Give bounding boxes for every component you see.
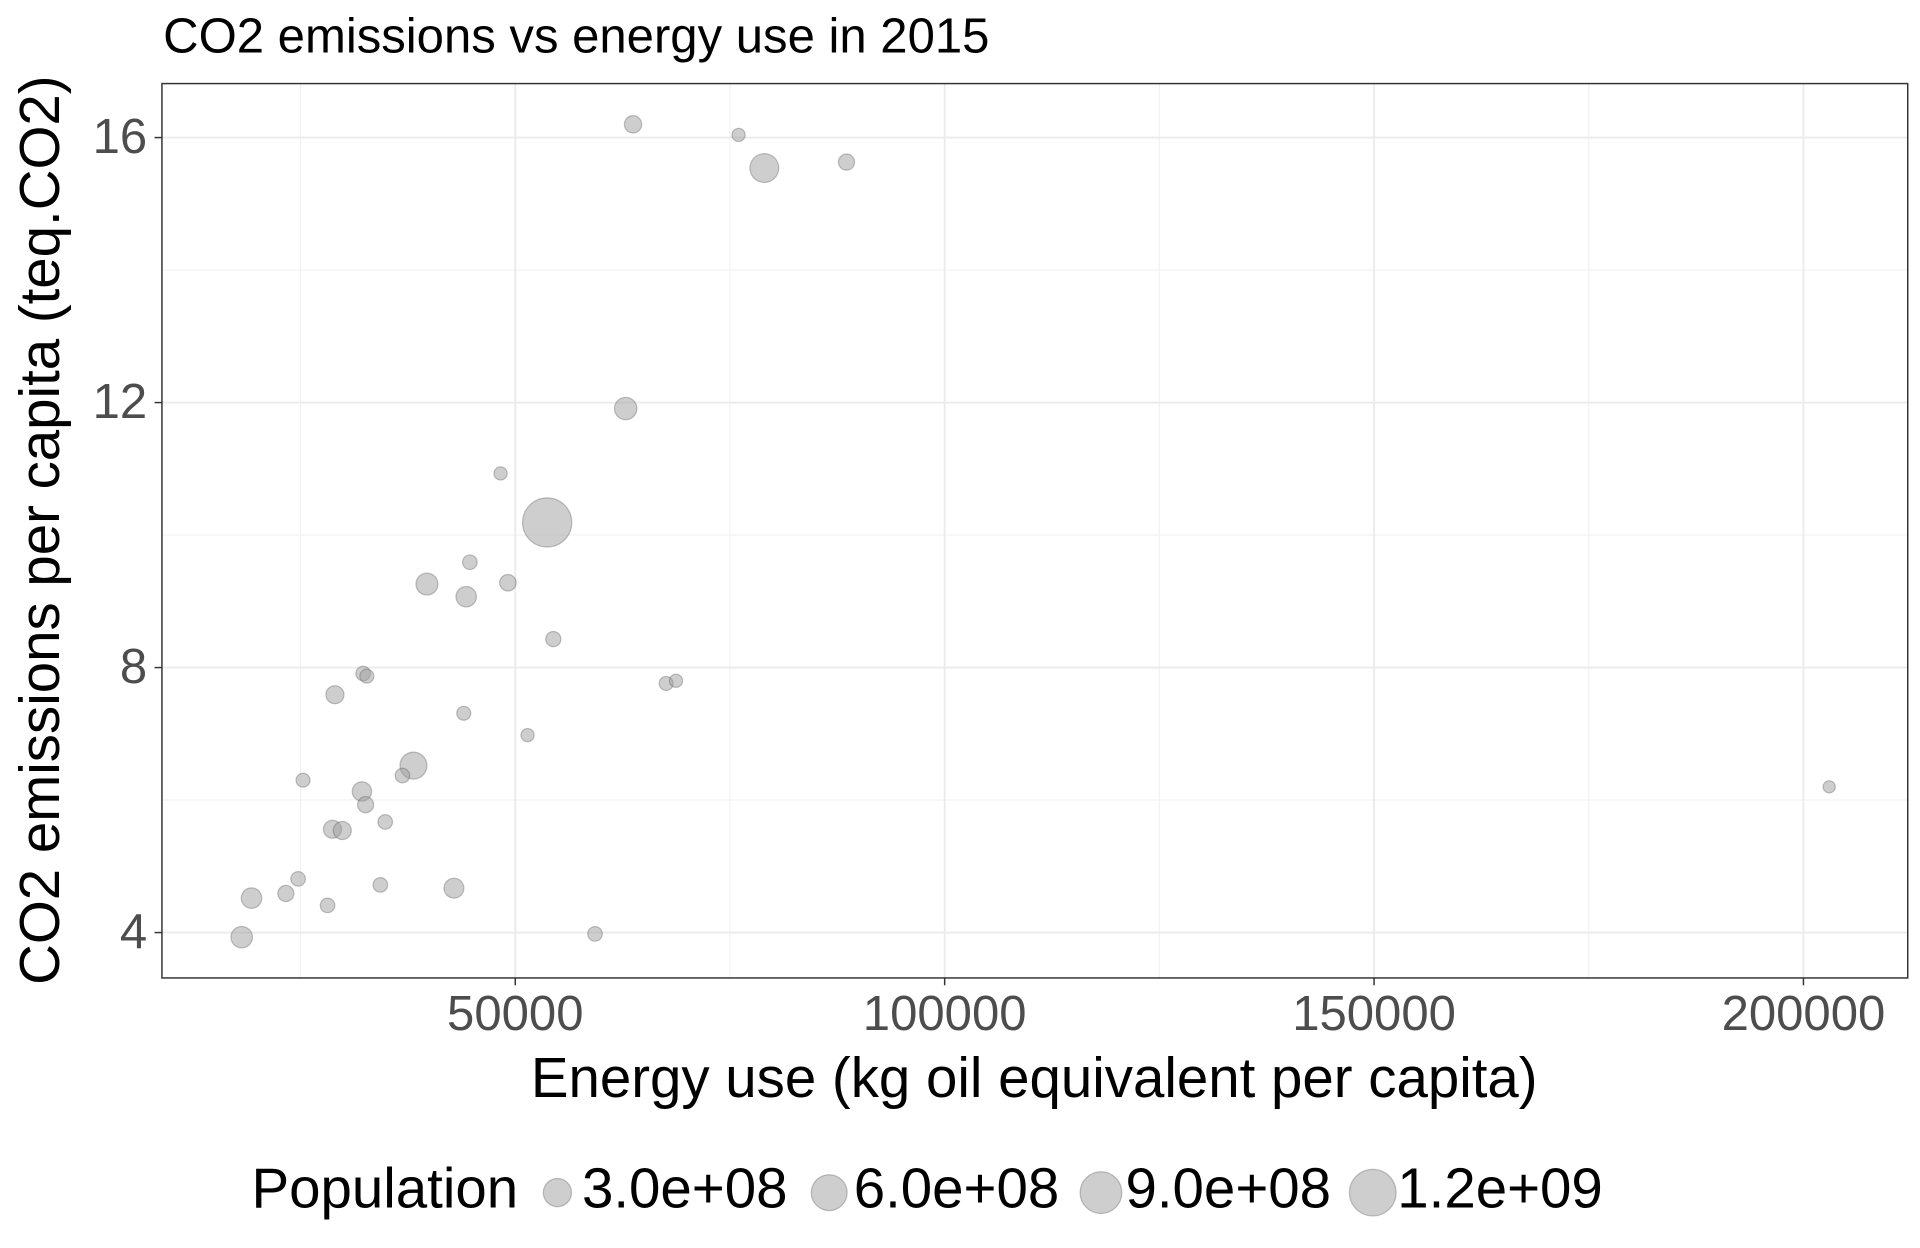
legend-label: 1.2e+09 [1397, 1157, 1603, 1220]
x-tick-label: 200000 [1722, 987, 1886, 1041]
point [356, 796, 375, 814]
point [623, 115, 643, 134]
point [319, 897, 336, 914]
legend-label: 3.0e+08 [582, 1157, 788, 1220]
point [837, 153, 856, 171]
point [456, 705, 472, 721]
point [520, 727, 535, 743]
x-tick-label: 100000 [863, 987, 1027, 1041]
point [325, 685, 345, 705]
y-tick-label: 16 [93, 110, 148, 164]
x-tick-label: 50000 [447, 987, 583, 1041]
point [277, 884, 295, 903]
point [521, 497, 573, 548]
panel-border [161, 82, 1909, 979]
point [230, 925, 254, 949]
x-axis-label: Energy use (kg oil equivalent per capita… [531, 1046, 1538, 1109]
legend-key [542, 1177, 573, 1208]
point [668, 673, 684, 689]
point [613, 396, 638, 421]
legend-title: Population [252, 1157, 519, 1220]
legend: Population 3.0e+08 6.0e+08 9.0e+08 1.2e+09 [252, 1157, 1603, 1220]
axes: 50000 100000 150000 200000 4 8 12 16 [93, 110, 1886, 1041]
point [240, 887, 263, 909]
legend-key [1348, 1168, 1397, 1217]
point [332, 820, 352, 841]
point [545, 630, 562, 648]
points [230, 115, 1836, 949]
legend-key [1079, 1171, 1123, 1215]
legend-label: 6.0e+08 [854, 1157, 1060, 1220]
point [493, 466, 508, 481]
point [455, 585, 478, 608]
point [290, 871, 307, 887]
chart-title: CO2 emissions vs energy use in 2015 [163, 9, 989, 63]
legend-label: 9.0e+08 [1126, 1157, 1332, 1220]
legend-key [810, 1174, 848, 1212]
y-tick-label: 12 [93, 375, 148, 429]
point [394, 767, 411, 784]
point [587, 925, 603, 942]
y-axis-label: CO2 emissions per capita (teq.CO2) [8, 75, 71, 984]
point [461, 554, 478, 571]
point [499, 573, 517, 592]
point [377, 814, 394, 830]
point [372, 876, 389, 893]
y-tick-label: 4 [120, 905, 147, 959]
point [731, 127, 746, 143]
point [295, 772, 311, 788]
point [749, 153, 780, 184]
y-tick-label: 8 [120, 640, 147, 694]
point [443, 877, 465, 899]
point [359, 668, 375, 684]
point [415, 572, 439, 596]
grid [161, 83, 1908, 978]
x-tick-label: 150000 [1292, 987, 1456, 1041]
point [1822, 780, 1836, 794]
